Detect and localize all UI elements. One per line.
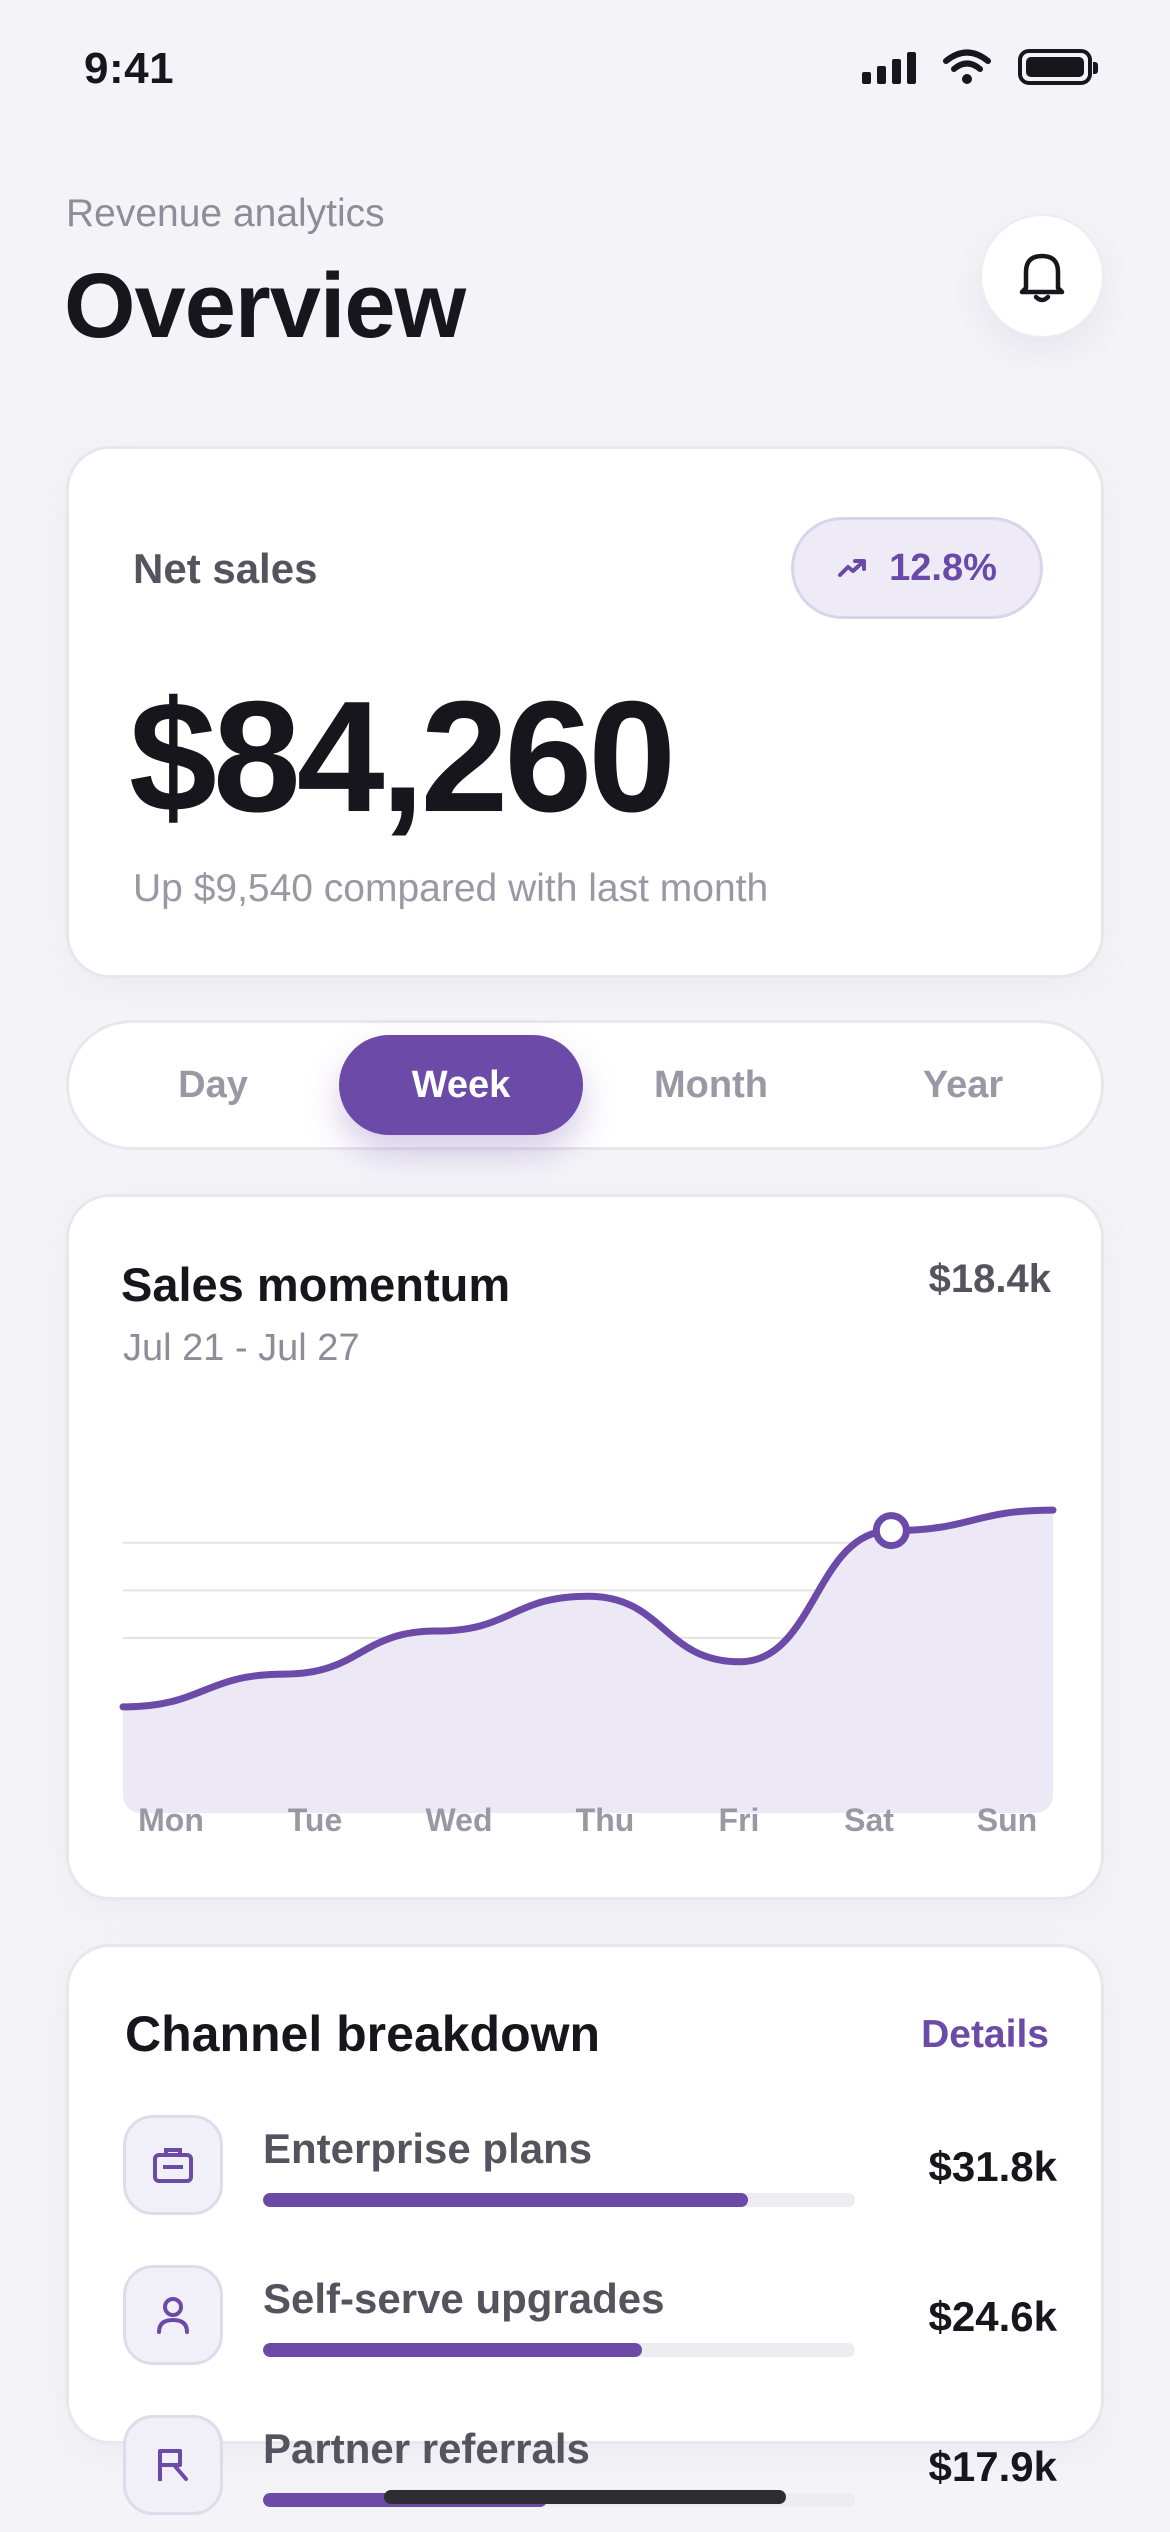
sales-chart[interactable]: Mon Tue Wed Thu Fri Sat Sun — [69, 1197, 1107, 1903]
channel-progress-bar — [263, 2193, 855, 2207]
channel-title: Channel breakdown — [125, 2006, 601, 2062]
status-time: 9:41 — [84, 44, 175, 93]
net-sales-label: Net sales — [133, 545, 318, 592]
chart-point-highlight[interactable] — [872, 1512, 910, 1550]
battery-icon — [1018, 49, 1098, 85]
home-indicator — [384, 2490, 786, 2504]
period-week[interactable]: Week — [339, 1035, 583, 1135]
wifi-icon — [943, 49, 991, 84]
channel-row-self-serve[interactable]: Self-serve upgrades $24.6k — [123, 2265, 1057, 2371]
signal-icon — [862, 50, 916, 84]
chart-total: $18.4k — [928, 1257, 1051, 1301]
net-sales-value: $84,260 — [129, 669, 676, 845]
x-tick-label: Mon — [138, 1802, 204, 1838]
x-tick-label: Sun — [977, 1802, 1037, 1838]
sales-momentum-card: Sales momentum Jul 21 - Jul 27 $18.4k Mo… — [66, 1194, 1104, 1900]
period-year[interactable]: Year — [922, 1063, 1004, 1106]
flag-icon — [158, 2449, 188, 2481]
trend-value: 12.8% — [889, 546, 997, 589]
trend-badge: 12.8% — [791, 517, 1043, 619]
x-tick-label: Wed — [426, 1802, 493, 1838]
channel-icon-box — [123, 2115, 223, 2215]
chart-area-fill — [123, 1510, 1053, 1813]
x-tick-label: Tue — [288, 1802, 343, 1838]
net-sales-comparison: Up $9,540 compared with last month — [133, 867, 769, 910]
channel-breakdown-card: Channel breakdown Details Enterprise pla… — [66, 1944, 1104, 2515]
x-tick-label: Thu — [576, 1802, 635, 1838]
channel-progress-fill — [263, 2193, 749, 2207]
period-day[interactable]: Day — [178, 1063, 248, 1106]
page-title: Overview — [64, 255, 466, 357]
period-month[interactable]: Month — [654, 1063, 768, 1106]
notifications-button[interactable] — [980, 214, 1104, 338]
bell-icon — [1019, 253, 1065, 303]
chart-title: Sales momentum — [121, 1258, 511, 1311]
channel-name: Partner referrals — [263, 2425, 590, 2472]
details-link[interactable]: Details — [921, 2013, 1049, 2056]
trend-up-icon — [838, 559, 867, 577]
channel-name: Self-serve upgrades — [263, 2275, 665, 2322]
user-icon — [157, 2297, 189, 2334]
channel-progress-fill — [263, 2343, 642, 2357]
briefcase-icon — [153, 2148, 193, 2183]
channel-amount: $24.6k — [928, 2293, 1057, 2340]
channel-amount: $17.9k — [928, 2443, 1057, 2490]
channel-row-enterprise[interactable]: Enterprise plans $31.8k — [123, 2115, 1057, 2221]
net-sales-card: Net sales 12.8% $84,260 Up $9,540 compar… — [66, 446, 1104, 978]
header-kicker: Revenue analytics — [66, 192, 385, 235]
channel-icon-box — [123, 2415, 223, 2515]
chart-date-range: Jul 21 - Jul 27 — [123, 1327, 360, 1369]
channel-name: Enterprise plans — [263, 2125, 593, 2172]
status-icons — [862, 48, 1098, 86]
x-tick-label: Sat — [844, 1802, 894, 1838]
period-selector: Day Week Month Year — [66, 1020, 1104, 1150]
x-tick-label: Fri — [719, 1802, 760, 1838]
channel-progress-bar — [263, 2343, 855, 2357]
channel-amount: $31.8k — [928, 2143, 1057, 2190]
channel-icon-box — [123, 2265, 223, 2365]
status-bar: 9:41 — [0, 0, 1170, 140]
channel-row-partner[interactable]: Partner referrals $17.9k — [123, 2415, 1057, 2521]
